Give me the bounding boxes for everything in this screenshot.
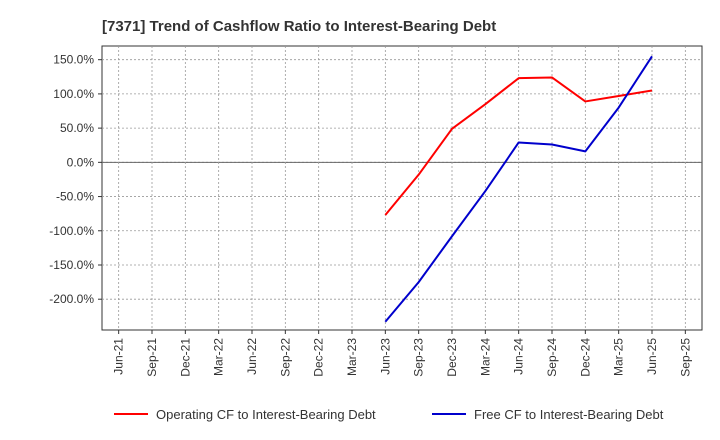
y-tick-label: -150.0%: [49, 258, 94, 272]
y-tick-label: 50.0%: [60, 121, 94, 135]
x-tick-label: Sep-21: [145, 338, 159, 377]
y-axis: 150.0% 100.0% 50.0% 0.0% -50.0% -100.0% -150.0…: [49, 53, 102, 307]
x-axis: Jun-21 Sep-21 Dec-21 Mar-22 Jun-22 Sep-22 Dec-…: [112, 330, 693, 377]
legend-label-1: Free CF to Interest-Bearing Debt: [474, 407, 664, 422]
legend-label-0: Operating CF to Interest-Bearing Debt: [156, 407, 376, 422]
x-tick-label: Jun-23: [378, 338, 392, 375]
y-tick-label: -200.0%: [49, 292, 94, 306]
x-tick-label: Mar-25: [612, 338, 626, 376]
x-tick-label: Mar-22: [212, 338, 226, 376]
y-tick-label: -50.0%: [56, 190, 94, 204]
chart-title: [7371] Trend of Cashflow Ratio to Intere…: [102, 18, 496, 35]
legend: Operating CF to Interest-Bearing Debt Fre…: [114, 407, 664, 422]
x-tick-label: Jun-21: [112, 338, 126, 375]
x-tick-label: Jun-25: [645, 338, 659, 375]
y-tick-label: 100.0%: [53, 87, 94, 101]
y-tick-label: 150.0%: [53, 53, 94, 67]
x-tick-label: Sep-23: [412, 338, 426, 377]
x-tick-label: Mar-24: [478, 338, 492, 376]
x-tick-label: Dec-24: [578, 338, 592, 377]
x-tick-label: Jun-24: [512, 338, 526, 375]
x-tick-label: Dec-23: [445, 338, 459, 377]
x-tick-label: Sep-25: [678, 338, 692, 377]
cashflow-ratio-chart: [7371] Trend of Cashflow Ratio to Intere…: [0, 0, 720, 440]
x-tick-label: Jun-22: [245, 338, 259, 375]
y-tick-label: -100.0%: [49, 224, 94, 238]
x-tick-label: Mar-23: [345, 338, 359, 376]
y-tick-label: 0.0%: [67, 155, 95, 169]
x-tick-label: Dec-22: [312, 338, 326, 377]
x-tick-label: Sep-22: [278, 338, 292, 377]
chart-container: [7371] Trend of Cashflow Ratio to Intere…: [0, 0, 720, 440]
x-tick-label: Sep-24: [545, 338, 559, 377]
x-tick-label: Dec-21: [178, 338, 192, 377]
plot-area: [102, 46, 702, 330]
